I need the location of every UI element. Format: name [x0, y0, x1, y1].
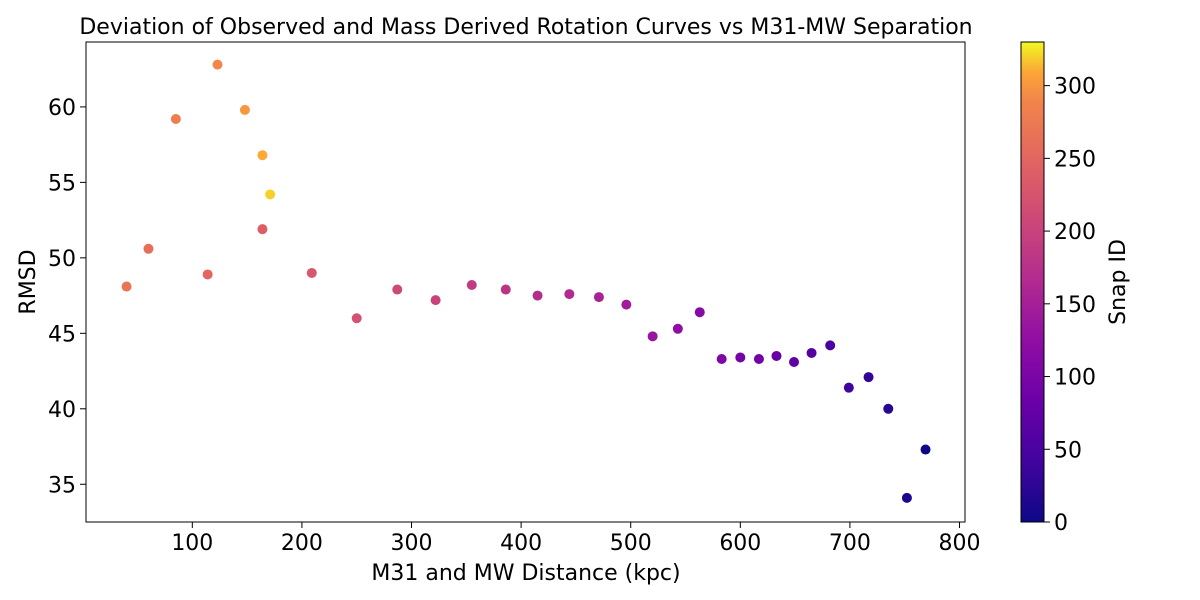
y-axis-label: RMSD	[16, 249, 41, 314]
colorbar-gradient	[1020, 41, 1045, 523]
data-point	[351, 313, 362, 324]
data-point	[789, 357, 800, 367]
data-point	[265, 189, 276, 200]
y-tick-label: 35	[48, 473, 76, 498]
data-point	[883, 403, 894, 414]
colorbar-label: Snap ID	[1106, 239, 1131, 325]
x-tick-label: 400	[500, 531, 542, 556]
data-point	[694, 307, 705, 318]
y-tick-label: 60	[48, 96, 76, 121]
y-tick-label: 40	[48, 398, 76, 423]
y-tick-label: 50	[48, 247, 76, 272]
plot-frame	[85, 41, 966, 523]
data-point	[257, 224, 268, 235]
data-point	[771, 350, 782, 361]
x-tick-label: 300	[391, 531, 433, 556]
colorbar-tick-label: 250	[1054, 147, 1096, 172]
x-tick-label: 700	[829, 531, 871, 556]
colorbar-tick-label: 50	[1054, 438, 1082, 463]
data-point	[170, 113, 181, 124]
data-point	[121, 281, 132, 292]
y-tick-label: 45	[48, 322, 76, 347]
data-point	[239, 104, 250, 115]
chart-title: Deviation of Observed and Mass Derived R…	[79, 15, 972, 40]
data-point	[672, 323, 683, 334]
data-point	[306, 267, 317, 278]
data-point	[825, 340, 836, 351]
data-point	[735, 352, 746, 363]
data-point	[257, 150, 268, 161]
data-point	[716, 353, 727, 364]
data-point	[920, 444, 931, 455]
data-point	[843, 382, 854, 393]
data-point	[564, 289, 575, 300]
plot-area: 100 200 300 400 500 600 700 800 35 40 45 50 55 60	[48, 41, 981, 556]
data-point	[430, 295, 441, 306]
y-axis: 35 40 45 50 55 60	[48, 96, 86, 498]
data-point	[901, 492, 912, 503]
data-point	[500, 284, 511, 295]
x-axis: 100 200 300 400 500 600 700 800	[171, 522, 981, 556]
data-point	[647, 331, 658, 342]
colorbar-tick-label: 100	[1054, 366, 1096, 391]
x-tick-label: 800	[939, 531, 981, 556]
y-tick-label: 55	[48, 171, 76, 196]
x-tick-label: 600	[719, 531, 761, 556]
colorbar-tick-label: 200	[1054, 220, 1096, 245]
data-points	[121, 59, 931, 503]
data-point	[806, 347, 817, 358]
x-tick-label: 200	[281, 531, 323, 556]
data-point	[466, 280, 477, 291]
data-point	[863, 372, 874, 383]
colorbar: 0 50 100 150 200 250 300 Snap ID	[1020, 41, 1131, 536]
data-point	[392, 284, 403, 295]
x-tick-label: 500	[610, 531, 652, 556]
x-axis-label: M31 and MW Distance (kpc)	[371, 561, 680, 586]
data-point	[753, 353, 764, 364]
colorbar-ticks: 0 50 100 150 200 250 300	[1044, 75, 1096, 536]
data-point	[532, 290, 543, 301]
x-tick-label: 100	[171, 531, 213, 556]
colorbar-tick-label: 150	[1054, 293, 1096, 318]
colorbar-tick-label: 300	[1054, 75, 1096, 100]
data-point	[143, 243, 154, 254]
data-point	[621, 299, 632, 310]
data-point	[202, 269, 213, 280]
data-point	[212, 59, 223, 70]
data-point	[593, 292, 604, 303]
colorbar-tick-label: 0	[1054, 511, 1068, 536]
